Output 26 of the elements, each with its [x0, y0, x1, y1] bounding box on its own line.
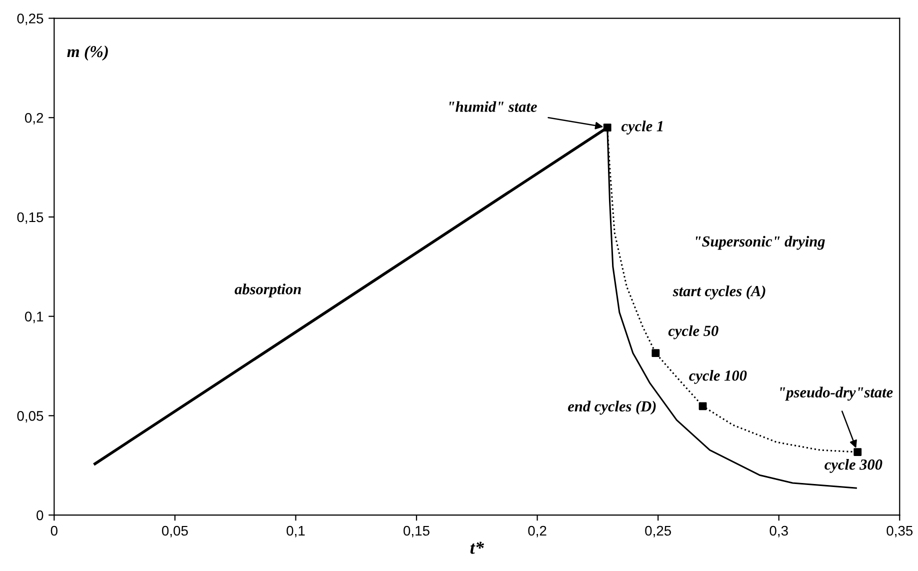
x-tick-label: 0,35 — [886, 526, 913, 538]
annotation: absorption — [234, 284, 301, 298]
annotation: "Supersonic" drying — [696, 236, 825, 250]
annotation: cycle 300 — [824, 458, 882, 473]
y-tick-label: 0,25 — [17, 14, 44, 26]
annotation: end cycles (D) — [568, 400, 656, 415]
x-tick-label: 0,3 — [770, 526, 788, 538]
annotation: "humid" state — [450, 101, 537, 112]
annotation: cycle 100 — [689, 370, 747, 384]
x-tick-label: 0,1 — [286, 526, 305, 538]
x-tick-label: 0,25 — [645, 526, 672, 538]
x-tick-label: 0,15 — [404, 526, 430, 538]
x-tick-label: 0,05 — [162, 526, 188, 538]
y-tick-label: 0,1 — [24, 312, 44, 324]
x-axis-title: t* — [470, 542, 484, 554]
y-tick-label: 0,15 — [17, 212, 44, 224]
x-tick-label: 0 — [50, 526, 58, 536]
x-tick-label: 0,2 — [528, 526, 546, 538]
annotation: cycle 50 — [668, 325, 718, 340]
annotation: "pseudo-dry"state — [780, 386, 893, 401]
annotation: start cycles (A) — [672, 286, 766, 300]
y-tick-label: 0,2 — [24, 112, 44, 124]
annotation: cycle 1 — [621, 120, 663, 135]
y-tick-label: 0,05 — [17, 411, 44, 422]
y-tick-label: 0 — [36, 510, 44, 520]
y-axis-title: m (%) — [67, 45, 108, 61]
